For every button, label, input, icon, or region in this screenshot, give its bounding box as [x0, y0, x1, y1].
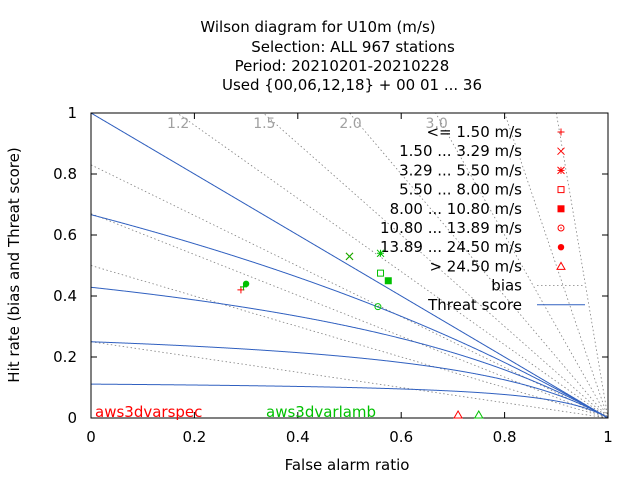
legend-label: 13.89 ... 24.50 m/s	[380, 238, 522, 256]
legend-label: <= 1.50 m/s	[426, 123, 522, 141]
title-line-1: Wilson diagram for U10m (m/s)	[200, 18, 435, 36]
threat-score-line	[91, 383, 608, 418]
threat-score-lines	[91, 113, 608, 418]
y-tick-label: 0.4	[53, 287, 77, 305]
bias-line	[91, 265, 608, 418]
data-point	[242, 280, 250, 287]
legend-marker	[556, 261, 566, 270]
y-axis: 0 0.2 0.4 0.6 0.8 1	[53, 104, 608, 427]
threat-score-line	[91, 214, 608, 418]
bias-label: 3.0	[426, 116, 448, 132]
y-tick-label: 0	[67, 409, 77, 427]
bias-line	[91, 341, 608, 418]
chart-title: Wilson diagram for U10m (m/s) Selection:…	[200, 18, 482, 94]
legend-label: 3.29 ... 5.50 m/s	[399, 161, 522, 179]
threat-score-line	[91, 113, 608, 418]
series-label-aws3dvarlamb: aws3dvarlamb	[266, 403, 376, 421]
bias-label: 1.5	[253, 116, 275, 132]
threat-score-line	[91, 341, 608, 418]
series-label-aws3dvarspec: aws3dvarspec	[95, 403, 202, 421]
legend-marker	[557, 186, 565, 194]
legend-marker	[557, 244, 565, 251]
title-line-4: Used {00,06,12,18} + 00 01 ... 36	[222, 76, 482, 94]
y-tick-label: 0.6	[53, 226, 77, 244]
legend-marker	[557, 128, 565, 136]
bias-line	[91, 213, 608, 418]
x-tick-label: 0.2	[182, 428, 206, 446]
data-point	[453, 409, 463, 419]
data-point	[374, 303, 382, 311]
y-axis-label: Hit rate (bias and Threat score)	[5, 147, 23, 382]
x-axis-label: False alarm ratio	[285, 456, 410, 474]
x-tick-label: 0.6	[389, 428, 413, 446]
legend-marker	[557, 166, 565, 175]
data-point	[473, 409, 484, 419]
legend-marker	[557, 147, 565, 156]
legend-label: 8.00 ... 10.80 m/s	[390, 200, 523, 218]
legend-label: bias	[491, 277, 522, 295]
x-tick-label: 0.4	[286, 428, 310, 446]
x-tick-label: 1	[603, 428, 613, 446]
legend-label: Threat score	[427, 296, 522, 314]
x-axis: 0 0.2 0.4 0.6 0.8 1	[86, 113, 613, 446]
x-tick-label: 0.8	[493, 428, 517, 446]
plot-frame	[90, 112, 609, 419]
legend-marker	[557, 224, 565, 232]
data-point	[377, 269, 385, 277]
data-point	[384, 277, 392, 285]
data-point	[345, 252, 354, 261]
title-line-2: Selection: ALL 967 stations	[251, 38, 455, 56]
legend-label: 1.50 ... 3.29 m/s	[399, 142, 522, 160]
title-line-3: Period: 20210201-20210228	[235, 57, 450, 75]
y-tick-label: 0.2	[53, 348, 77, 366]
y-tick-label: 1	[67, 104, 77, 122]
legend-label: 10.80 ... 13.89 m/s	[380, 219, 522, 237]
threat-score-line	[91, 286, 608, 418]
bias-line	[176, 113, 608, 418]
bias-label: 2.0	[339, 116, 361, 132]
legend: <= 1.50 m/s1.50 ... 3.29 m/s3.29 ... 5.5…	[380, 123, 585, 314]
legend-label: > 24.50 m/s	[429, 257, 522, 275]
legend-marker	[557, 205, 565, 213]
x-tick-label: 0	[86, 428, 96, 446]
y-tick-label: 0.8	[53, 165, 77, 183]
bias-labels: 1.2 1.5 2.0 3.0	[167, 116, 448, 132]
bias-label: 1.2	[167, 116, 189, 132]
data-points	[237, 249, 484, 419]
bias-line	[262, 113, 608, 418]
data-point	[376, 249, 385, 258]
legend-label: 5.50 ... 8.00 m/s	[399, 181, 522, 199]
